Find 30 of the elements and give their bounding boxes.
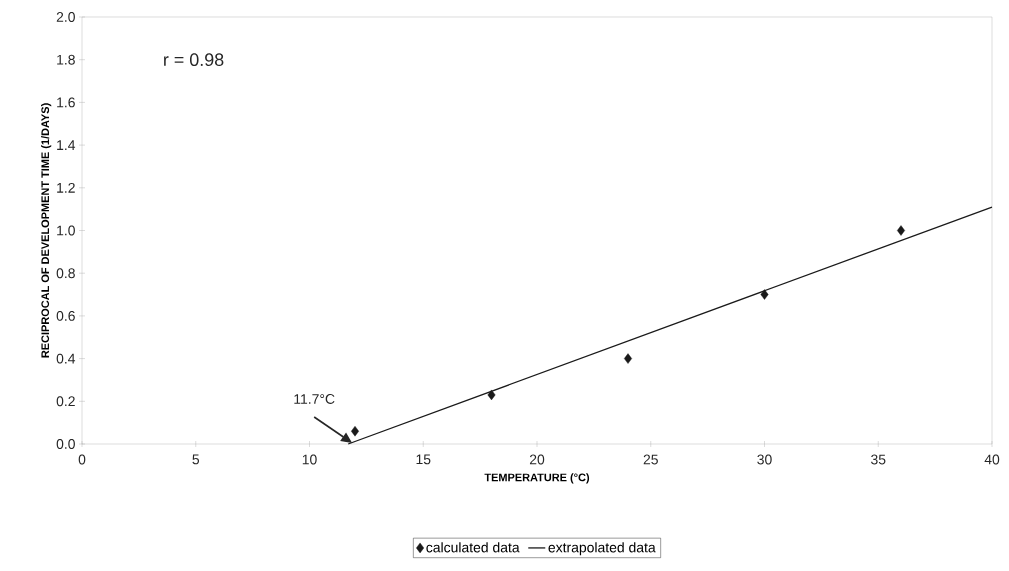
y-axis-title: RECIPROCAL OF DEVELOPMENT TIME (1/DAYS)	[41, 103, 52, 358]
x-tick-label: 10	[302, 454, 317, 465]
y-tick-label: 1.8	[57, 54, 75, 65]
y-tick-label: 1.0	[57, 225, 75, 236]
y-tick-label: 2.0	[56, 12, 75, 22]
x-tick-label: 30	[757, 454, 772, 465]
y-tick-label: 0.8	[56, 268, 75, 279]
point	[624, 353, 632, 364]
point	[487, 389, 496, 401]
annotation: r = 0.98	[164, 53, 224, 67]
y-tick-label: 1.4	[57, 140, 76, 150]
legend-label: calculated data	[426, 542, 520, 553]
y-tick-label: 0.6	[56, 310, 75, 321]
y-tick-label: 1.2	[57, 182, 75, 193]
x-tick-label: 20	[529, 454, 545, 465]
x-tick-label: 25	[643, 454, 658, 465]
point	[897, 225, 905, 236]
annotation: 11.7°C	[294, 394, 335, 404]
legend-label: extrapolated data	[548, 542, 656, 556]
y-tick-label: 0.2	[56, 396, 75, 407]
x-tick-label: 35	[871, 454, 886, 465]
x-tick-label: 5	[192, 454, 200, 465]
point	[760, 289, 769, 300]
x-tick-label: 40	[984, 454, 1000, 465]
y-tick-label: 0.4	[56, 353, 76, 364]
y-tick-label: 0.0	[56, 439, 75, 449]
x-tick-label: 0	[78, 454, 86, 465]
y-tick-label: 1.6	[57, 97, 75, 108]
x-tick-label: 15	[416, 454, 431, 465]
x-axis-title: TEMPERATURE (°C)	[484, 473, 590, 484]
